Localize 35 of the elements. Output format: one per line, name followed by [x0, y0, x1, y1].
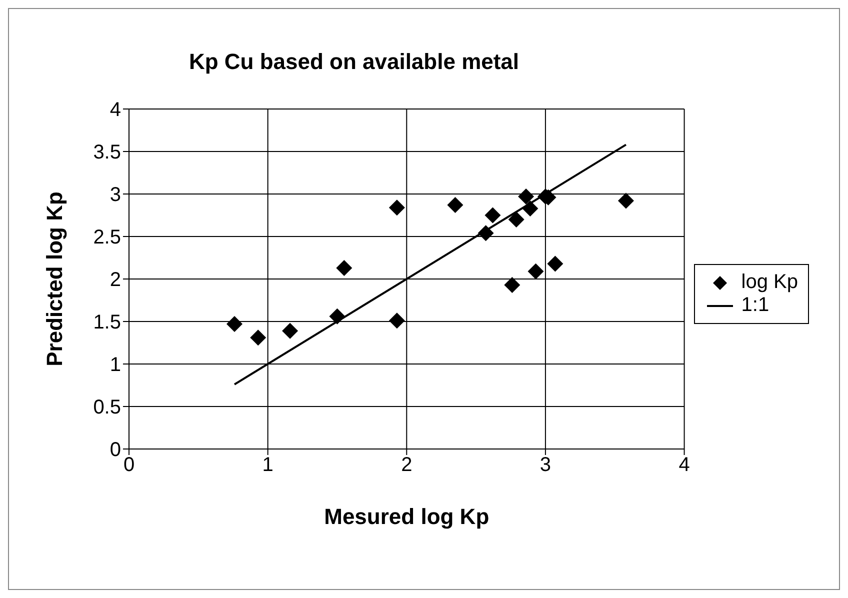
y-tick-label: 3.5 — [93, 142, 121, 164]
x-tick-label: 4 — [678, 454, 690, 476]
point — [336, 260, 352, 276]
point — [388, 312, 405, 329]
chart-title: Kp Cu based on available metal — [188, 49, 520, 75]
point — [250, 330, 266, 346]
point — [547, 256, 564, 272]
point — [478, 225, 494, 242]
y-axis-title: Predicted log Kp — [42, 192, 67, 366]
point — [508, 212, 524, 228]
point — [447, 197, 464, 214]
x-axis-title: Mesured log Kp — [324, 504, 490, 529]
point — [282, 322, 298, 339]
point — [518, 188, 534, 205]
x-tick-label: 1 — [262, 454, 274, 476]
y-tick-label: 2 — [110, 269, 121, 292]
x-tick-label: 2 — [401, 454, 412, 476]
point — [528, 263, 544, 280]
legend-label: log Kp — [741, 271, 798, 294]
point — [226, 316, 243, 332]
legend-label: 1:1 — [741, 294, 770, 317]
x-tick-label: 3 — [540, 454, 552, 476]
y-tick-label: 4 — [110, 99, 121, 122]
point — [504, 276, 520, 293]
y-tick-label: 1.5 — [93, 312, 121, 334]
y-tick-label: 0.5 — [93, 396, 121, 419]
point — [618, 192, 634, 209]
y-tick-label: 0 — [110, 439, 121, 462]
point — [522, 200, 538, 216]
point — [329, 308, 346, 324]
y-tick-label: 1 — [110, 354, 121, 376]
point — [388, 200, 405, 216]
y-tick-label: 3 — [110, 184, 121, 206]
point — [484, 207, 501, 224]
y-tick-label: 2.5 — [93, 226, 121, 249]
